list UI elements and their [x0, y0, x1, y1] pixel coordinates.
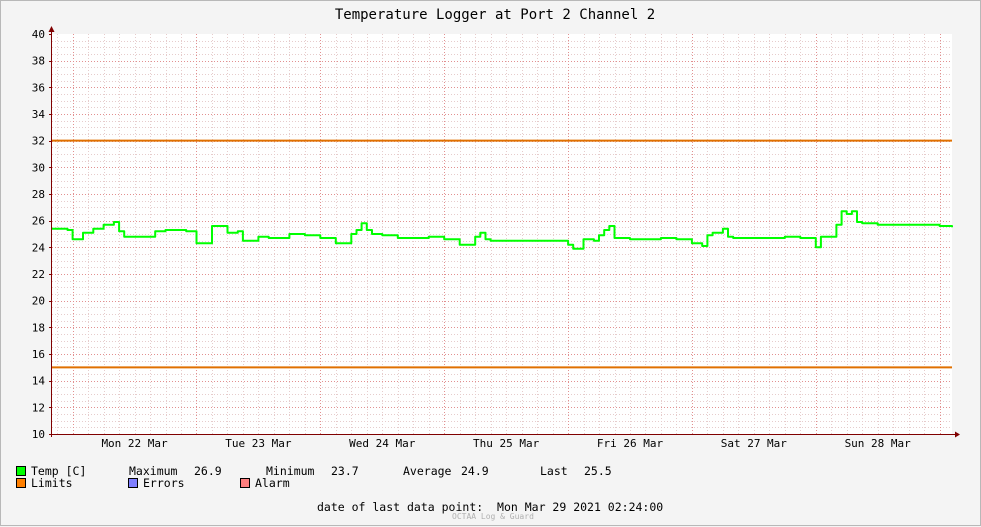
x-tick-label: Wed 24 Mar	[349, 437, 416, 450]
series-line-temp	[52, 210, 953, 250]
y-tick-label: 24	[32, 241, 46, 254]
legend-average-value: 24.9	[461, 464, 489, 478]
x-tick-label: Fri 26 Mar	[597, 437, 664, 450]
x-tick-label: Mon 22 Mar	[101, 437, 168, 450]
x-tick-label: Thu 25 Mar	[473, 437, 540, 450]
legend-last-value: 25.5	[584, 464, 612, 478]
y-tick-label: 34	[32, 108, 46, 121]
legend-maximum-value: 26.9	[194, 464, 222, 478]
series-layer	[52, 210, 953, 250]
legend-errors-label: Errors	[143, 476, 185, 490]
legend-average-label: Average	[403, 464, 452, 478]
temp-swatch	[16, 466, 26, 476]
y-tick-label: 38	[32, 55, 45, 68]
limit-lines	[52, 139, 952, 369]
chart-title: Temperature Logger at Port 2 Channel 2	[335, 7, 655, 23]
y-tick-label: 10	[32, 428, 45, 441]
x-tick-label: Tue 23 Mar	[225, 437, 292, 450]
y-tick-labels: 10 12 14 16 18 20 22 24 26 28 30 32 34 36 38 40	[32, 28, 52, 441]
y-axis-arrow	[48, 26, 55, 32]
y-tick-label: 40	[32, 28, 45, 41]
x-tick-label: Sun 28 Mar	[845, 437, 912, 450]
y-tick-label: 18	[32, 321, 45, 334]
x-axis-arrow	[955, 431, 960, 438]
axes	[48, 26, 960, 438]
x-tick-label: Sat 27 Mar	[721, 437, 788, 450]
y-tick-label: 30	[32, 161, 45, 174]
y-tick-label: 12	[32, 401, 45, 414]
y-tick-label: 16	[32, 348, 45, 361]
y-tick-label: 36	[32, 81, 45, 94]
legend-minimum-label: Minimum	[266, 464, 315, 478]
legend-last-label: Last	[540, 464, 568, 478]
y-tick-label: 14	[32, 375, 46, 388]
y-tick-label: 26	[32, 215, 45, 228]
last-data-point: date of last data point: Mon Mar 29 2021…	[317, 500, 663, 514]
watermark-text: OCTAA Log & Guard	[452, 512, 534, 521]
y-tick-label: 28	[32, 188, 45, 201]
last-data-point-value: Mon Mar 29 2021 02:24:00	[497, 500, 664, 514]
limits-swatch	[16, 478, 26, 488]
legend-limits-label: Limits	[31, 476, 73, 490]
legend-temp-label: Temp [C]	[31, 464, 87, 478]
legend-maximum-label: Maximum	[129, 464, 178, 478]
legend-alarm-label: Alarm	[255, 476, 290, 490]
x-tick-labels: Mon 22 Mar Tue 23 Mar Wed 24 Mar Thu 25 Mar…	[101, 437, 911, 450]
errors-swatch	[128, 478, 138, 488]
y-tick-label: 32	[32, 135, 45, 148]
alarm-swatch	[240, 478, 250, 488]
last-data-point-label: date of last data point:	[317, 500, 484, 514]
y-tick-label: 20	[32, 295, 45, 308]
y-tick-label: 22	[32, 268, 45, 281]
legend-minimum-value: 23.7	[331, 464, 359, 478]
